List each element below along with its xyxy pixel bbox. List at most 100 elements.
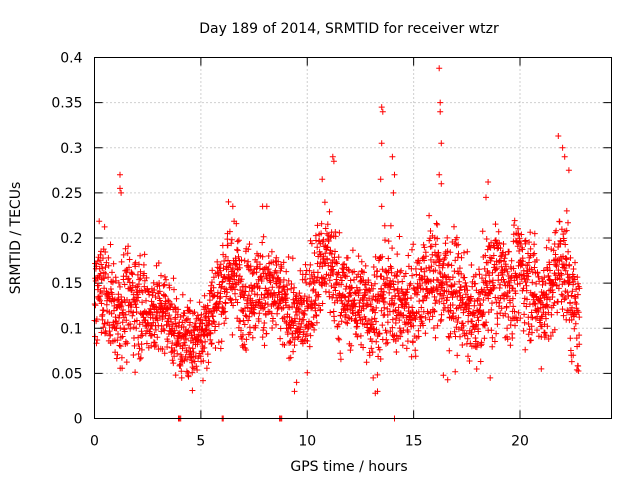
data-point (433, 297, 440, 304)
data-point (268, 248, 275, 255)
data-point (442, 240, 449, 247)
data-point (505, 314, 512, 320)
data-point (129, 287, 135, 294)
data-point (229, 331, 236, 338)
data-point (262, 270, 269, 277)
data-point (276, 291, 283, 298)
data-point (118, 354, 125, 361)
data-point (190, 349, 197, 356)
data-point (170, 360, 177, 367)
data-point (473, 344, 480, 351)
data-point (210, 284, 217, 291)
data-point (222, 253, 229, 260)
data-point (171, 327, 178, 334)
data-point (412, 347, 419, 354)
data-point-peak (370, 374, 377, 381)
data-point (140, 261, 147, 268)
data-point (198, 311, 205, 318)
data-point (398, 267, 405, 274)
data-point (431, 293, 438, 300)
data-point (566, 279, 573, 286)
data-point (518, 276, 525, 283)
data-point (98, 329, 105, 336)
data-point (133, 309, 140, 315)
data-point (391, 300, 398, 307)
data-point (504, 325, 511, 332)
data-point (469, 318, 476, 325)
data-point (298, 320, 305, 327)
data-point (456, 278, 463, 285)
data-point (117, 283, 123, 290)
data-point (101, 275, 108, 282)
data-point (534, 327, 540, 334)
y-tick-label: 0.15 (51, 276, 82, 292)
data-point (573, 301, 580, 307)
data-point (334, 260, 340, 267)
data-point (304, 331, 310, 337)
data-point (183, 316, 190, 323)
data-point (493, 265, 500, 272)
data-point (156, 312, 163, 319)
data-point (513, 314, 519, 321)
data-point (181, 310, 188, 317)
data-point (146, 291, 153, 298)
data-point (522, 237, 529, 244)
data-point-peak (178, 374, 185, 381)
data-point (418, 313, 425, 320)
data-point (569, 288, 576, 295)
data-point (393, 272, 400, 279)
data-point (479, 275, 485, 282)
data-point (547, 333, 554, 339)
data-point (327, 234, 334, 241)
data-point (241, 257, 248, 264)
data-point (403, 345, 410, 352)
data-point (137, 252, 144, 259)
data-point (527, 245, 534, 252)
data-point (114, 351, 121, 358)
data-point (436, 298, 443, 305)
data-point-peak (117, 171, 123, 178)
data-point (368, 316, 375, 323)
data-point (259, 253, 266, 260)
y-axis-label: SRMTID / TECUs (8, 182, 24, 295)
data-point (429, 313, 436, 320)
data-point (114, 337, 121, 344)
data-point-peak (263, 203, 270, 210)
data-point (356, 303, 363, 310)
data-point (459, 294, 466, 301)
data-point (503, 266, 510, 272)
data-point (265, 287, 272, 294)
data-point (97, 297, 104, 304)
data-point (224, 242, 231, 249)
data-point (178, 358, 185, 365)
data-point (576, 332, 583, 339)
data-point (426, 267, 433, 274)
data-point (150, 279, 157, 286)
data-point (358, 258, 365, 265)
data-point (463, 283, 470, 290)
data-point (238, 276, 245, 283)
data-point (138, 341, 145, 348)
data-point (439, 280, 446, 287)
data-point (307, 261, 314, 268)
data-point (442, 252, 449, 259)
data-point (161, 281, 168, 288)
data-point (355, 290, 362, 297)
data-point (92, 302, 99, 309)
data-point (555, 244, 562, 250)
data-point (507, 299, 514, 306)
data-point (202, 338, 209, 345)
data-point (437, 318, 444, 324)
data-point (377, 356, 384, 362)
data-point (384, 339, 391, 346)
x-tick-label: 20 (511, 434, 529, 450)
data-point (493, 330, 500, 337)
data-point (472, 271, 479, 278)
data-point (128, 301, 135, 308)
data-point (222, 315, 229, 322)
data-point (458, 254, 465, 261)
data-point (479, 312, 486, 318)
data-point (373, 318, 379, 325)
data-point (269, 273, 276, 280)
data-point (575, 368, 582, 374)
